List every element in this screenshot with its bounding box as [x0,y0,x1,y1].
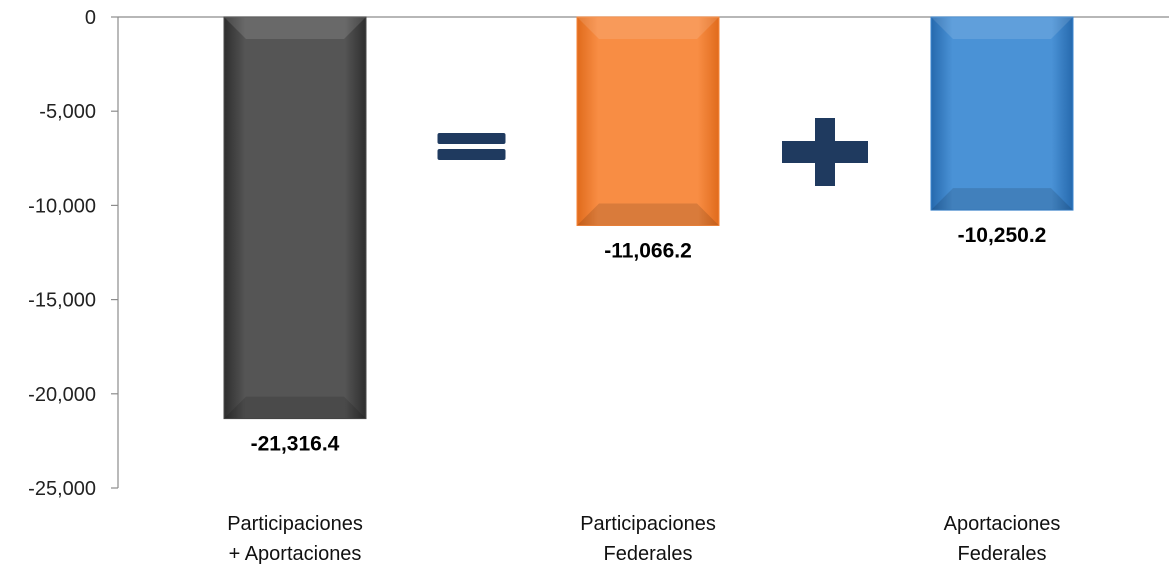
y-tick-label: 0 [85,7,96,29]
plus-icon [782,118,868,186]
y-tick-label: -10,000 [28,195,96,217]
y-tick-label: -5,000 [39,101,96,123]
bar [223,16,367,420]
category-label: Participaciones [580,513,716,535]
bar [576,16,720,226]
y-tick-label: -15,000 [28,290,96,312]
y-axis: 0 -5,000 -10,000 -15,000 -20,000 -25,000 [28,7,1169,500]
category-label: Participaciones [227,513,363,535]
operators [437,118,868,186]
bars [223,16,1074,420]
labels: -21,316.4 Participaciones + Aportaciones -1… [227,224,1060,565]
category-label: Aportaciones [944,513,1061,535]
y-tick-label: -25,000 [28,478,96,500]
category-label: + Aportaciones [229,543,362,565]
data-label: -10,250.2 [958,224,1047,247]
bar [930,16,1074,211]
category-label: Federales [604,543,693,565]
equals-icon [437,133,506,160]
data-label: -11,066.2 [604,239,692,262]
y-tick-label: -20,000 [28,384,96,406]
data-label: -21,316.4 [251,433,340,456]
category-label: Federales [958,543,1047,565]
